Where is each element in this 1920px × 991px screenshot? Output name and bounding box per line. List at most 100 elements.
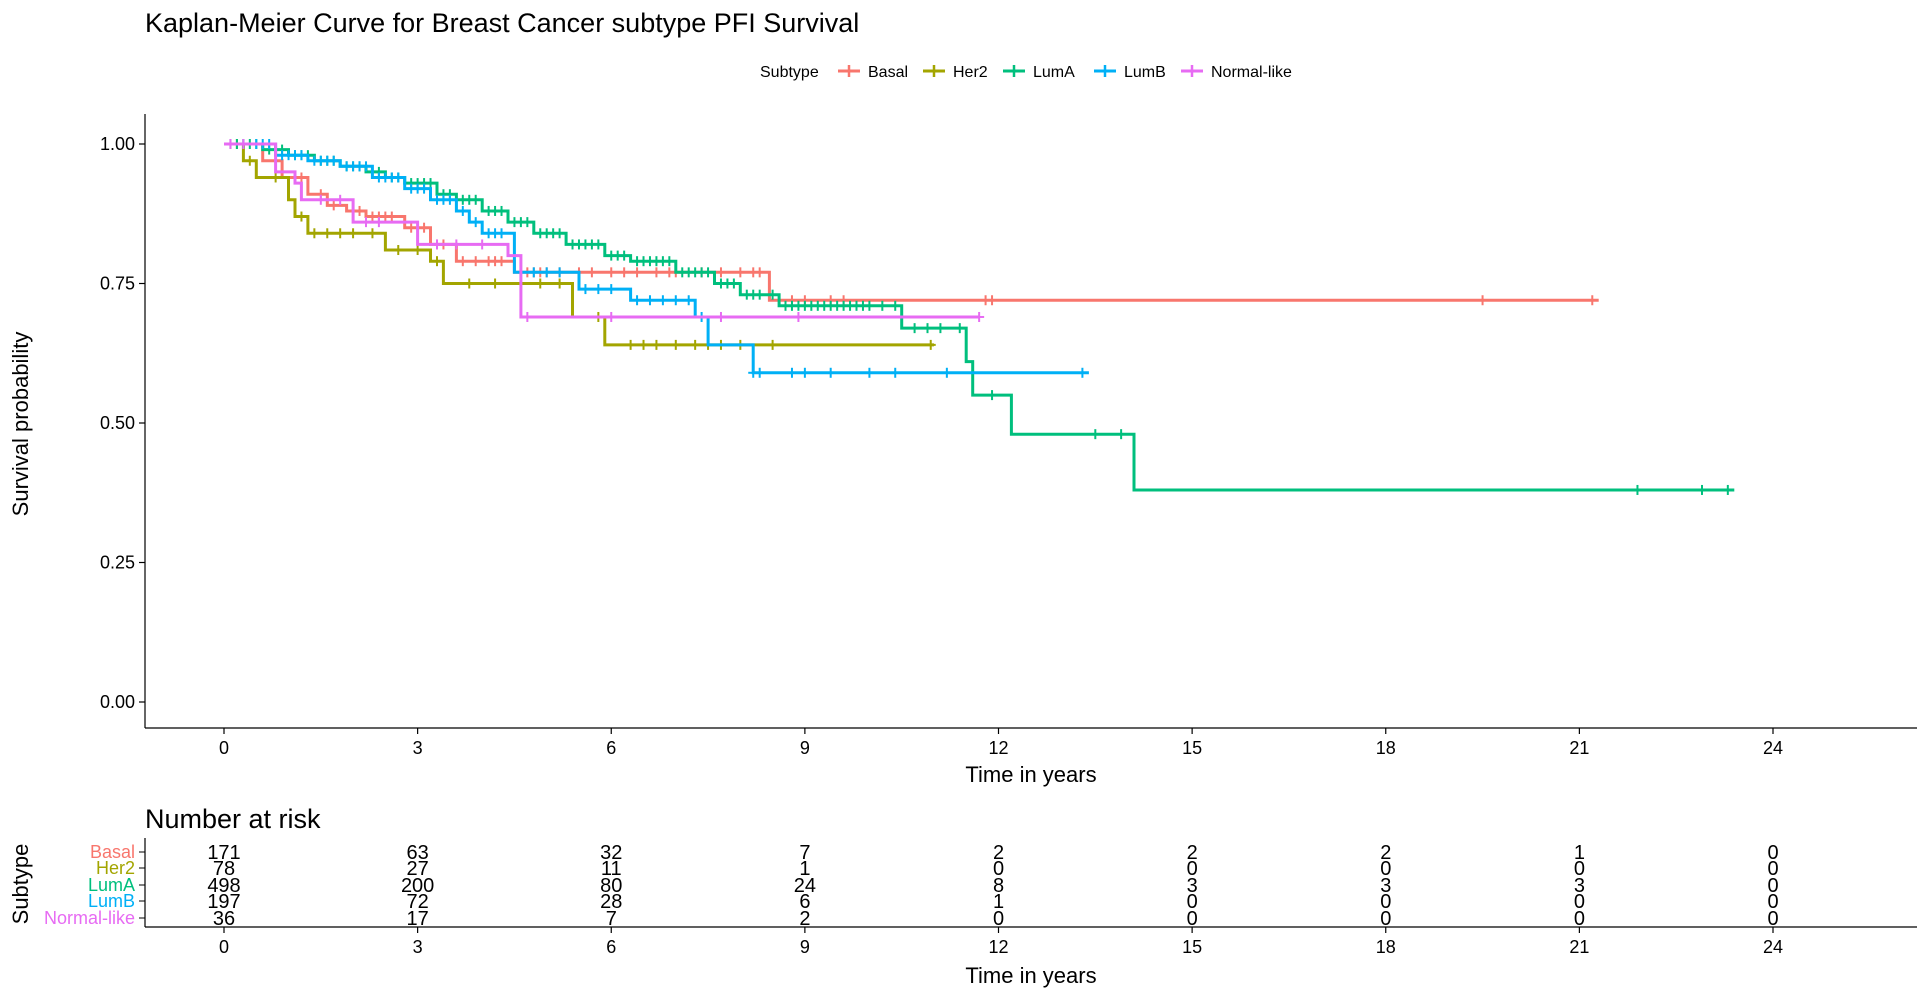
risk-table-title: Number at risk xyxy=(145,804,321,834)
risk-count: 0 xyxy=(1574,891,1585,913)
risk-x-tick-label: 0 xyxy=(219,937,229,957)
censor-mark xyxy=(528,267,539,278)
legend-item-basal: Basal xyxy=(838,64,908,81)
censor-mark xyxy=(754,289,765,300)
series-basal xyxy=(224,142,1599,306)
risk-row-label: LumB xyxy=(88,891,135,911)
risk-count: 0 xyxy=(1380,908,1391,930)
censor-mark xyxy=(786,367,797,378)
censor-mark xyxy=(941,367,952,378)
censor-mark xyxy=(1587,295,1598,306)
censor-mark xyxy=(632,295,643,306)
censor-mark xyxy=(554,278,565,289)
risk-count: 3 xyxy=(1380,875,1391,897)
censor-mark xyxy=(606,311,617,322)
risk-count: 3 xyxy=(1187,875,1198,897)
censor-mark xyxy=(315,194,326,205)
censor-mark xyxy=(425,178,436,189)
censor-mark xyxy=(431,239,442,250)
censor-mark xyxy=(606,267,617,278)
censor-mark xyxy=(954,323,965,334)
censor-mark xyxy=(877,300,888,311)
censor-mark xyxy=(625,339,636,350)
risk-count: 11 xyxy=(601,858,622,880)
censor-mark xyxy=(1722,484,1733,495)
risk-count: 1 xyxy=(993,891,1004,913)
risk-count: 0 xyxy=(1187,891,1198,913)
censor-mark xyxy=(715,267,726,278)
censor-mark xyxy=(470,256,481,267)
risk-x-tick-label: 3 xyxy=(413,937,423,957)
censor-mark xyxy=(522,311,533,322)
censor-mark xyxy=(470,217,481,228)
censor-mark xyxy=(244,155,255,166)
x-tick-label: 24 xyxy=(1763,738,1783,758)
x-axis-title: Time in years xyxy=(965,762,1096,787)
censor-mark xyxy=(644,295,655,306)
censor-mark xyxy=(296,172,307,183)
risk-count: 80 xyxy=(600,875,622,897)
risk-count: 3 xyxy=(1574,875,1585,897)
censor-mark xyxy=(670,295,681,306)
censor-mark xyxy=(367,228,378,239)
censor-mark xyxy=(270,172,281,183)
legend: Subtype Basal Her2 LumA LumB Normal-like xyxy=(760,64,1292,81)
censor-mark xyxy=(767,289,778,300)
censor-mark xyxy=(335,194,346,205)
censor-mark xyxy=(664,256,675,267)
censor-mark xyxy=(457,256,468,267)
censor-mark xyxy=(393,172,404,183)
censor-mark xyxy=(535,278,546,289)
risk-count: 8 xyxy=(993,875,1004,897)
censor-mark xyxy=(360,217,371,228)
risk-count: 197 xyxy=(207,891,240,913)
risk-x-tick-label: 9 xyxy=(800,937,810,957)
censor-mark xyxy=(593,239,604,250)
censor-mark xyxy=(909,323,920,334)
censor-mark xyxy=(348,228,359,239)
risk-count: 1 xyxy=(1574,842,1585,864)
risk-count: 2 xyxy=(993,842,1004,864)
censor-mark xyxy=(541,267,552,278)
risk-count: 2 xyxy=(1187,842,1198,864)
legend-item-her2: Her2 xyxy=(923,64,988,81)
risk-count: 0 xyxy=(1574,908,1585,930)
censor-mark xyxy=(638,339,649,350)
censor-mark xyxy=(328,155,339,166)
censor-mark xyxy=(296,211,307,222)
censor-mark xyxy=(335,228,346,239)
censor-mark xyxy=(728,278,739,289)
risk-count: 0 xyxy=(1380,891,1391,913)
legend-label: Basal xyxy=(868,64,908,81)
risk-count: 0 xyxy=(1767,908,1778,930)
risk-count: 1 xyxy=(799,858,810,880)
x-tick-label: 9 xyxy=(800,738,810,758)
censor-mark xyxy=(593,284,604,295)
y-tick-label: 0.00 xyxy=(100,692,135,712)
legend-title: Subtype xyxy=(760,64,819,81)
censor-mark xyxy=(890,367,901,378)
legend-label: LumA xyxy=(1033,64,1075,81)
survival-curve xyxy=(224,142,1599,302)
risk-x-tick-label: 6 xyxy=(606,937,616,957)
censor-mark xyxy=(619,250,630,261)
risk-count: 32 xyxy=(600,842,622,864)
censor-mark xyxy=(619,267,630,278)
censor-mark xyxy=(496,205,507,216)
risk-x-tick-label: 21 xyxy=(1569,937,1589,957)
censor-mark xyxy=(444,194,455,205)
risk-count: 0 xyxy=(1380,858,1391,880)
censor-mark xyxy=(522,217,533,228)
x-tick-label: 21 xyxy=(1569,738,1589,758)
censor-mark xyxy=(586,267,597,278)
risk-count: 0 xyxy=(993,908,1004,930)
legend-label: Normal-like xyxy=(1211,64,1292,81)
censor-mark xyxy=(470,194,481,205)
risk-x-tick-label: 24 xyxy=(1763,937,1783,957)
legend-item-luma: LumA xyxy=(1003,64,1075,81)
risk-count: 0 xyxy=(1187,908,1198,930)
censor-mark xyxy=(683,295,694,306)
risk-count: 27 xyxy=(407,858,429,880)
